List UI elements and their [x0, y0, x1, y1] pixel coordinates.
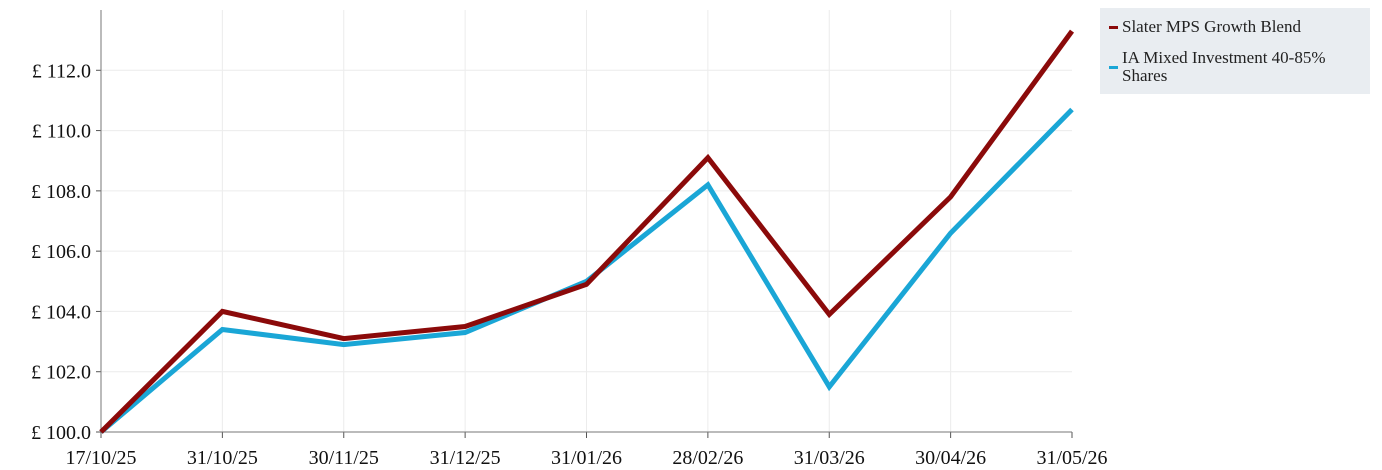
y-tick-label: £ 110.0: [32, 121, 91, 143]
grid-lines: [101, 10, 1072, 432]
y-tick-label: £ 100.0: [31, 422, 91, 444]
y-tick-label: £ 108.0: [31, 181, 91, 203]
legend: Slater MPS Growth Blend IA Mixed Investm…: [1100, 8, 1370, 94]
legend-label-series-1: Slater MPS Growth Blend: [1122, 17, 1301, 36]
x-tick-label: 31/05/26: [1036, 447, 1107, 469]
x-tick-label: 31/10/25: [187, 447, 258, 469]
y-tick-label: £ 104.0: [31, 301, 91, 323]
y-tick-label: £ 102.0: [31, 362, 91, 384]
legend-swatch-series-1: [1109, 26, 1118, 29]
y-tick-labels: £ 100.0 £ 102.0 £ 104.0 £ 106.0 £ 108.0 £ 110…: [31, 60, 91, 444]
y-tick-label: £ 112.0: [32, 60, 91, 82]
x-tick-label: 30/04/26: [915, 447, 986, 469]
y-tick-label: £ 106.0: [31, 241, 91, 263]
x-tick-label: 31/01/26: [551, 447, 622, 469]
x-tick-label: 31/12/25: [430, 447, 501, 469]
x-tick-label: 28/02/26: [672, 447, 743, 469]
series-lines: [99, 29, 1075, 434]
series-line-1: [99, 29, 1075, 434]
legend-item-series-1: Slater MPS Growth Blend: [1109, 17, 1362, 36]
x-tick-labels: 17/10/25 31/10/25 30/11/25 31/12/25 31/01/26…: [65, 447, 1107, 469]
axes: [96, 10, 1073, 438]
x-tick-label: 30/11/25: [309, 447, 379, 469]
legend-swatch-series-2: [1109, 66, 1118, 69]
x-tick-label: 17/10/25: [65, 447, 136, 469]
legend-label-series-2: IA Mixed Investment 40-85% Shares: [1122, 48, 1326, 85]
x-tick-label: 31/03/26: [794, 447, 865, 469]
legend-item-series-2: IA Mixed Investment 40-85% Shares: [1109, 48, 1362, 85]
